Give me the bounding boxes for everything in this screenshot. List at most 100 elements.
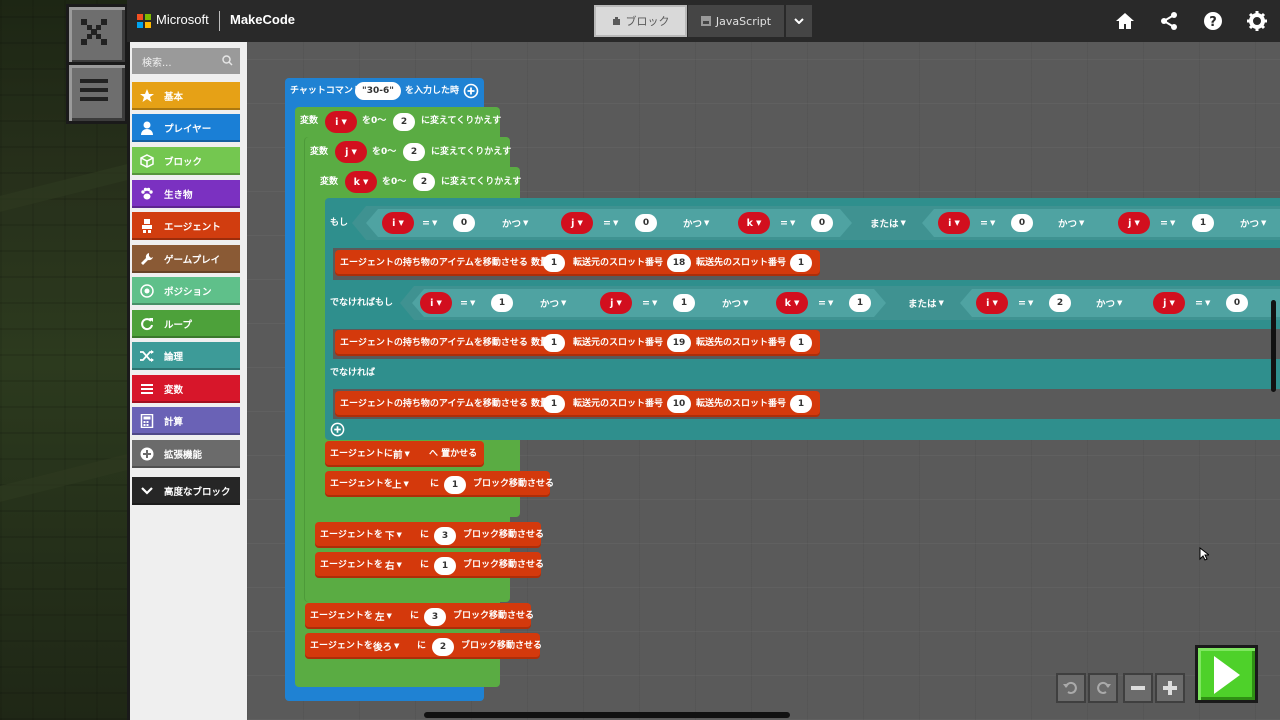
cmp-value-field[interactable]: 1 <box>1192 214 1214 232</box>
chat-command-text-field[interactable]: "30-6" <box>355 82 401 100</box>
cmp-value-field[interactable]: 2 <box>1049 294 1071 312</box>
and-operator-dropdown[interactable]: かつ ▼ <box>1240 214 1266 232</box>
equals-operator-dropdown[interactable]: = ▼ <box>1018 294 1033 312</box>
and-operator-dropdown[interactable]: かつ ▼ <box>540 294 566 312</box>
variable-j-dropdown[interactable]: j ▼ <box>335 141 367 163</box>
if-condition-and-right[interactable] <box>922 209 1280 237</box>
equals-operator-dropdown[interactable]: = ▼ <box>422 214 437 232</box>
category-math[interactable]: 計算 <box>132 407 240 435</box>
move-count-field[interactable]: 1 <box>444 476 466 494</box>
equals-operator-dropdown[interactable]: = ▼ <box>1195 294 1210 312</box>
loop-k-max-field[interactable]: 2 <box>413 173 435 191</box>
category-positions[interactable]: ポジション <box>132 277 240 305</box>
category-advanced[interactable]: 高度なブロック <box>132 477 240 505</box>
agent-place-block[interactable] <box>325 441 484 467</box>
agent-move-block-right[interactable] <box>315 552 541 578</box>
transfer-qty-field[interactable]: 1 <box>543 395 565 413</box>
add-else-plus-icon[interactable] <box>330 422 345 437</box>
transfer-item-block-1[interactable] <box>335 250 820 276</box>
cmp-value-field[interactable]: 1 <box>849 294 871 312</box>
loop-j-max-field[interactable]: 2 <box>403 143 425 161</box>
and-operator-dropdown[interactable]: かつ ▼ <box>502 214 528 232</box>
direction-dropdown[interactable]: 後ろ ▼ <box>373 637 399 655</box>
settings-gear-icon[interactable] <box>1247 11 1267 31</box>
zoom-out-button[interactable] <box>1123 673 1153 703</box>
cmp-var-dropdown[interactable]: j ▼ <box>1118 212 1150 234</box>
direction-dropdown[interactable]: 下 ▼ <box>385 526 402 544</box>
category-blocks[interactable]: ブロック <box>132 147 240 175</box>
move-count-field[interactable]: 2 <box>432 638 454 656</box>
category-gameplay[interactable]: ゲームプレイ <box>132 245 240 273</box>
cmp-var-dropdown[interactable]: i ▼ <box>938 212 970 234</box>
agent-move-block-back[interactable] <box>305 633 540 659</box>
transfer-qty-field[interactable]: 1 <box>543 334 565 352</box>
move-count-field[interactable]: 3 <box>424 608 446 626</box>
transfer-item-block-3[interactable] <box>335 391 820 417</box>
help-icon[interactable]: ? <box>1203 11 1223 31</box>
variable-i-dropdown[interactable]: i ▼ <box>325 111 357 133</box>
close-editor-button[interactable] <box>66 4 128 66</box>
cmp-var-dropdown[interactable]: i ▼ <box>976 292 1008 314</box>
horizontal-scrollbar[interactable] <box>424 712 790 718</box>
equals-operator-dropdown[interactable]: = ▼ <box>780 214 795 232</box>
redo-button[interactable] <box>1088 673 1118 703</box>
loop-i-max-field[interactable]: 2 <box>393 113 415 131</box>
equals-operator-dropdown[interactable]: = ▼ <box>603 214 618 232</box>
cmp-var-dropdown[interactable]: k ▼ <box>738 212 770 234</box>
category-basic[interactable]: 基本 <box>132 82 240 110</box>
category-agent[interactable]: エージェント <box>132 212 240 240</box>
transfer-from-field[interactable]: 18 <box>667 254 691 272</box>
cmp-var-dropdown[interactable]: i ▼ <box>420 292 452 314</box>
editor-dropdown-button[interactable] <box>786 5 812 37</box>
toolbox-search-input[interactable]: 検索... <box>132 48 240 74</box>
direction-dropdown[interactable]: 前 ▼ <box>393 445 410 463</box>
add-parameter-plus-icon[interactable] <box>463 83 479 99</box>
cmp-var-dropdown[interactable]: j ▼ <box>561 212 593 234</box>
cmp-var-dropdown[interactable]: k ▼ <box>776 292 808 314</box>
category-player[interactable]: プレイヤー <box>132 114 240 142</box>
direction-dropdown[interactable]: 右 ▼ <box>385 556 402 574</box>
direction-dropdown[interactable]: 左 ▼ <box>375 607 392 625</box>
cmp-var-dropdown[interactable]: j ▼ <box>1153 292 1185 314</box>
cmp-var-dropdown[interactable]: j ▼ <box>600 292 632 314</box>
move-count-field[interactable]: 3 <box>434 527 456 545</box>
makecode-title[interactable]: MakeCode <box>230 12 296 27</box>
zoom-in-button[interactable] <box>1155 673 1185 703</box>
agent-move-block-up[interactable] <box>325 471 550 497</box>
home-icon[interactable] <box>1115 11 1135 31</box>
transfer-from-field[interactable]: 19 <box>667 334 691 352</box>
category-loops[interactable]: ループ <box>132 310 240 338</box>
cmp-value-field[interactable]: 0 <box>1226 294 1248 312</box>
move-count-field[interactable]: 1 <box>434 557 456 575</box>
and-operator-dropdown[interactable]: かつ ▼ <box>1058 214 1084 232</box>
undo-button[interactable] <box>1056 673 1086 703</box>
cmp-value-field[interactable]: 0 <box>811 214 833 232</box>
and-operator-dropdown[interactable]: かつ ▼ <box>683 214 709 232</box>
direction-dropdown[interactable]: 上 ▼ <box>392 475 409 493</box>
blocks-tab[interactable]: ブロック <box>594 5 687 37</box>
run-code-button[interactable] <box>1195 645 1258 703</box>
vertical-scrollbar[interactable] <box>1271 300 1276 392</box>
category-variables[interactable]: 変数 <box>132 375 240 403</box>
cmp-value-field[interactable]: 0 <box>635 214 657 232</box>
equals-operator-dropdown[interactable]: = ▼ <box>818 294 833 312</box>
transfer-from-field[interactable]: 10 <box>667 395 691 413</box>
cmp-value-field[interactable]: 1 <box>673 294 695 312</box>
or-operator-dropdown[interactable]: または ▼ <box>870 214 906 232</box>
equals-operator-dropdown[interactable]: = ▼ <box>1160 214 1175 232</box>
variable-k-dropdown[interactable]: k ▼ <box>345 171 377 193</box>
cmp-value-field[interactable]: 0 <box>1011 214 1033 232</box>
transfer-item-block-2[interactable] <box>335 330 820 356</box>
or-operator-dropdown[interactable]: または ▼ <box>908 294 944 312</box>
menu-button[interactable] <box>66 62 128 124</box>
transfer-to-field[interactable]: 1 <box>790 395 812 413</box>
category-logic[interactable]: 論理 <box>132 342 240 370</box>
category-mobs[interactable]: 生き物 <box>132 180 240 208</box>
transfer-qty-field[interactable]: 1 <box>543 254 565 272</box>
category-extensions[interactable]: 拡張機能 <box>132 440 240 468</box>
if-condition-and-left[interactable] <box>366 209 852 237</box>
cmp-value-field[interactable]: 0 <box>453 214 475 232</box>
agent-move-block-left[interactable] <box>305 603 531 629</box>
transfer-to-field[interactable]: 1 <box>790 254 812 272</box>
agent-move-block-down[interactable] <box>315 522 541 548</box>
